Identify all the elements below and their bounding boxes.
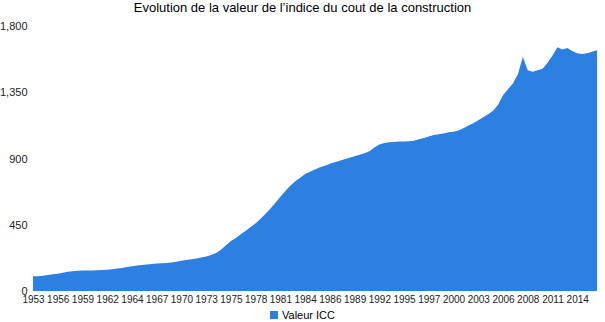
svg-text:1967: 1967: [146, 294, 169, 305]
svg-text:1973: 1973: [196, 294, 219, 305]
svg-text:1986: 1986: [319, 294, 342, 305]
svg-text:1975: 1975: [220, 294, 243, 305]
svg-text:2011: 2011: [542, 294, 564, 305]
svg-text:900: 900: [9, 153, 27, 165]
svg-text:2000: 2000: [443, 294, 466, 305]
svg-text:1989: 1989: [344, 294, 367, 305]
svg-text:1981: 1981: [270, 294, 293, 305]
svg-text:1953: 1953: [22, 293, 45, 305]
svg-text:1,350: 1,350: [0, 86, 28, 98]
svg-text:0: 0: [21, 285, 27, 297]
svg-text:2008: 2008: [517, 294, 540, 305]
svg-text:1964: 1964: [121, 294, 144, 305]
svg-text:2006: 2006: [492, 294, 515, 305]
svg-text:2003: 2003: [468, 294, 491, 305]
svg-text:1997: 1997: [418, 294, 441, 305]
svg-text:1992: 1992: [369, 294, 392, 305]
svg-text:2014: 2014: [567, 294, 590, 305]
svg-text:1995: 1995: [393, 294, 416, 305]
html-text:Evolution de la valeur de l’in: Evolution de la valeur de l’indice du co…: [133, 0, 472, 15]
svg-text:1970: 1970: [171, 294, 194, 305]
svg-text:1962: 1962: [97, 294, 120, 305]
svg-text:1956: 1956: [47, 294, 70, 305]
svg-text:1978: 1978: [245, 294, 268, 305]
svg-text:1959: 1959: [72, 294, 95, 305]
svg-text:1984: 1984: [294, 294, 317, 305]
svg-text:1,800: 1,800: [0, 20, 28, 32]
html-text:Valeur ICC: Valeur ICC: [282, 309, 335, 321]
svg-text:450: 450: [9, 219, 27, 231]
